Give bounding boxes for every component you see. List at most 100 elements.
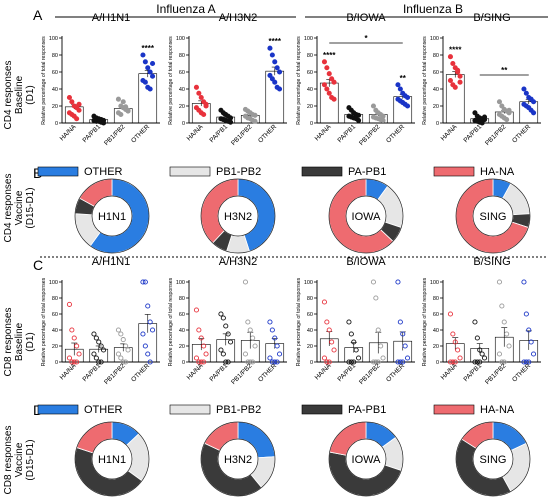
- data-point: [91, 351, 97, 357]
- legend-top: OTHER PB1-PB2 PA-PB1 HA-NA: [37, 166, 515, 178]
- svg-text:(D15-D1): (D15-D1): [25, 187, 36, 228]
- data-point: [252, 343, 258, 349]
- y-axis-label: Relative percentage of total responses: [168, 277, 174, 366]
- y-tick-label: 40: [52, 87, 58, 93]
- chart-title: B/SING: [473, 256, 510, 268]
- data-point: [147, 359, 153, 365]
- data-point: [140, 279, 146, 285]
- data-point: [203, 351, 209, 357]
- data-point: [223, 359, 229, 365]
- data-point: [276, 69, 283, 75]
- y-tick-label: 60: [179, 312, 185, 318]
- data-point: [450, 359, 456, 365]
- donut-chart-b-3: SING: [455, 178, 531, 254]
- x-tick-label: OTHER: [130, 123, 151, 144]
- data-point: [331, 96, 337, 102]
- data-point: [447, 77, 454, 84]
- data-point: [324, 86, 330, 92]
- x-tick-label: PA/PB1: [462, 362, 483, 383]
- y-tick-label: 60: [179, 70, 185, 76]
- scatter-chart-a-2: B/IOWA Relative percentage of total respo…: [296, 12, 415, 147]
- legend-label: PB1-PB2: [216, 404, 261, 416]
- y-tick-label: 40: [179, 328, 185, 334]
- data-point: [145, 303, 151, 309]
- data-point: [481, 114, 488, 120]
- data-point: [198, 335, 204, 341]
- data-point: [397, 86, 403, 92]
- data-point: [455, 67, 461, 73]
- data-point: [395, 279, 401, 285]
- svg-text:Baseline: Baseline: [14, 75, 25, 114]
- data-point: [348, 359, 354, 365]
- data-point: [455, 347, 461, 353]
- significance-mark: ****: [142, 44, 155, 53]
- data-point: [472, 319, 478, 325]
- data-point: [521, 359, 527, 365]
- data-point: [218, 347, 224, 353]
- data-point: [457, 355, 463, 361]
- legend-swatch: [37, 404, 79, 415]
- data-point: [247, 327, 253, 333]
- y-tick-label: 0: [182, 121, 185, 127]
- data-point: [329, 339, 335, 345]
- data-point: [373, 359, 379, 365]
- data-point: [269, 52, 275, 58]
- data-point: [326, 90, 332, 96]
- y-tick-label: 20: [307, 104, 313, 110]
- x-tick-label: PB1/PB2: [358, 123, 382, 147]
- data-point: [140, 331, 146, 337]
- data-point: [321, 299, 328, 305]
- chart-title: A/H1N1: [92, 256, 131, 268]
- data-point: [531, 99, 537, 105]
- y-tick-label: 80: [179, 296, 185, 302]
- legend-bottom: OTHER PB1-PB2 PA-PB1 HA-NA: [37, 404, 515, 416]
- legend-label: OTHER: [84, 166, 123, 178]
- y-axis-label: Relative percentage of total responses: [41, 277, 47, 366]
- data-point: [274, 65, 280, 71]
- data-point: [506, 343, 512, 349]
- data-point: [496, 279, 503, 285]
- data-point: [201, 111, 207, 118]
- y-tick-label: 20: [307, 344, 313, 350]
- data-point: [66, 94, 72, 101]
- data-point: [140, 52, 146, 58]
- data-point: [450, 331, 456, 337]
- data-point: [370, 279, 377, 285]
- x-tick-label: PB1/PB2: [230, 123, 254, 147]
- data-point: [452, 339, 458, 345]
- data-point: [149, 327, 156, 333]
- data-point: [272, 79, 278, 85]
- data-point: [96, 359, 102, 365]
- data-point: [250, 359, 256, 365]
- y-tick-label: 100: [176, 280, 185, 286]
- y-tick-label: 80: [433, 296, 439, 302]
- donut-hole: [345, 438, 387, 480]
- data-point: [147, 86, 153, 92]
- donut-outline: [328, 421, 404, 497]
- significance-mark: **: [501, 66, 508, 75]
- x-tick-label: OTHER: [511, 362, 532, 383]
- data-point: [125, 347, 131, 353]
- y-tick-label: 100: [49, 280, 58, 286]
- data-point: [118, 111, 124, 118]
- data-point: [447, 359, 454, 365]
- y-axis-label: Relative percentage of total responses: [168, 36, 174, 125]
- y-tick-label: 0: [310, 121, 313, 127]
- data-point: [351, 359, 357, 365]
- x-tick-label: HA/NA: [59, 362, 78, 381]
- data-point: [120, 337, 126, 343]
- data-point: [531, 351, 537, 357]
- data-point: [397, 319, 403, 325]
- data-point: [220, 315, 226, 321]
- x-tick-label: HA/NA: [440, 123, 459, 142]
- y-tick-label: 60: [307, 312, 313, 318]
- x-tick-label: OTHER: [257, 362, 278, 383]
- data-point: [521, 279, 527, 285]
- data-point: [71, 359, 77, 365]
- x-tick-label: HA/NA: [314, 362, 333, 381]
- data-point: [225, 331, 231, 337]
- data-point: [404, 94, 411, 101]
- data-point: [198, 94, 204, 101]
- donut-chart-b-1: H3N2: [200, 178, 276, 254]
- donut-outline: [455, 178, 531, 254]
